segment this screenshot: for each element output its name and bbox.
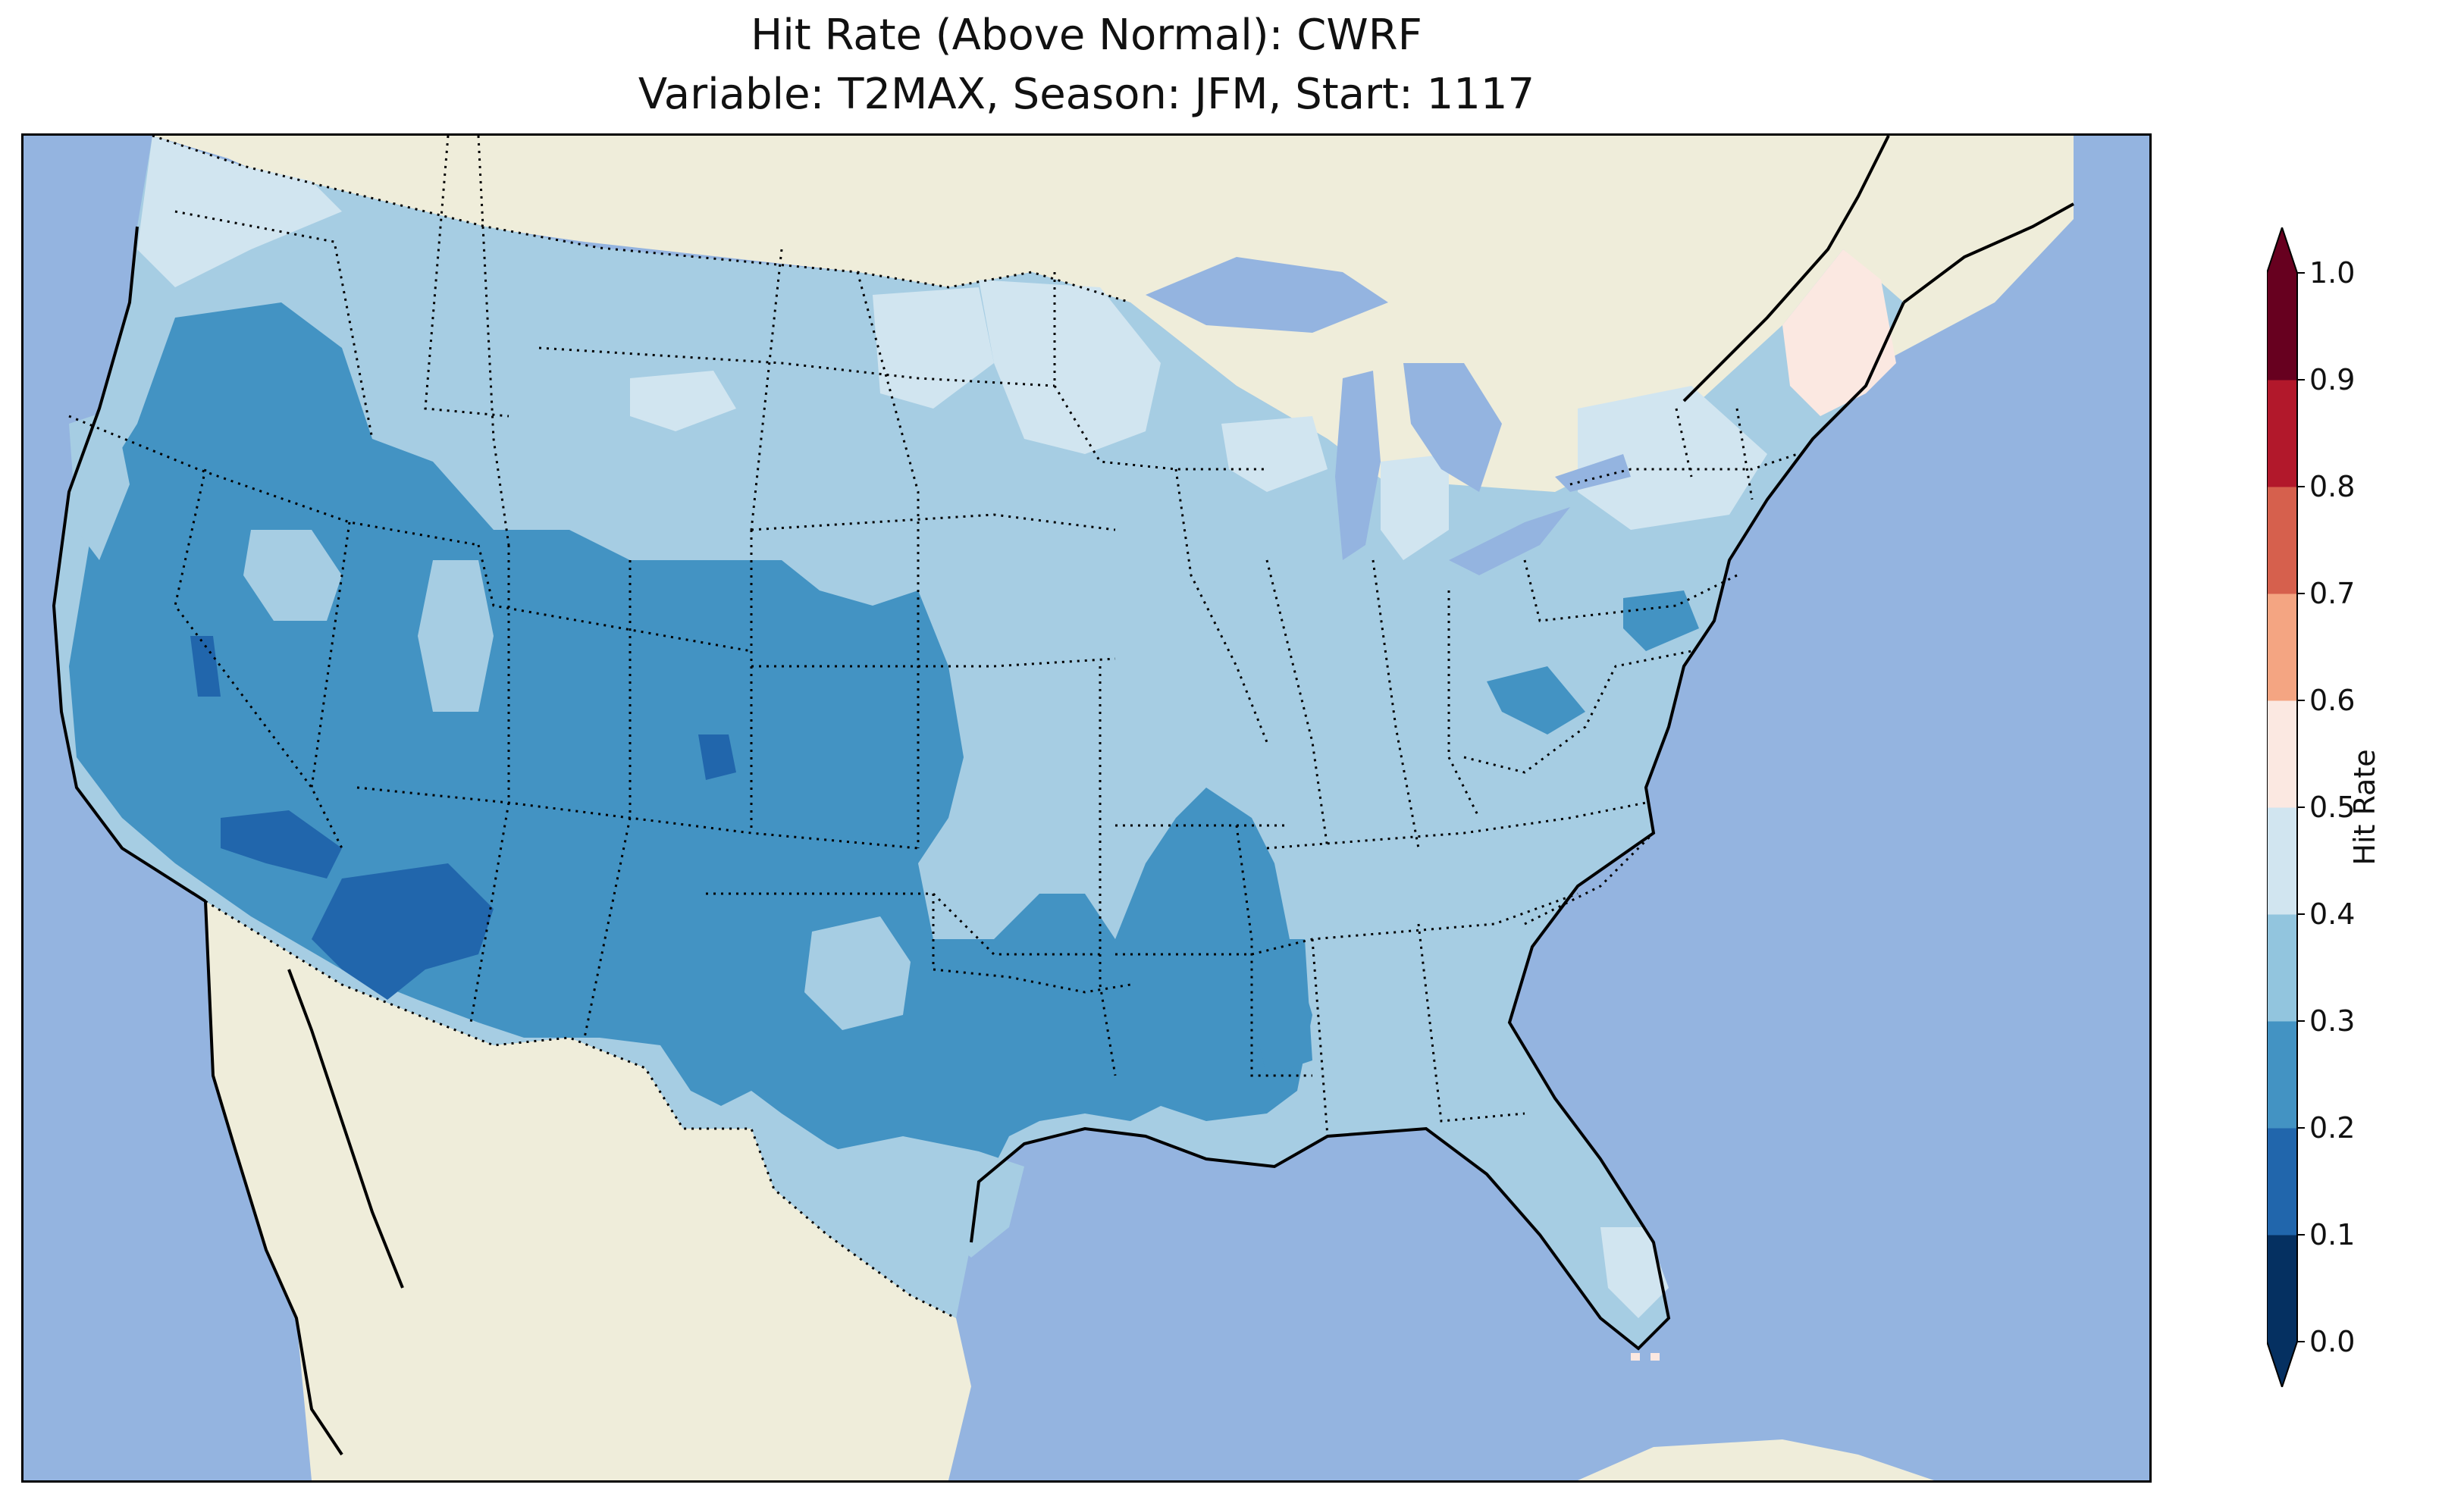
region-0.2-0.3-west bbox=[69, 302, 1312, 1242]
us-canada-border bbox=[152, 136, 1131, 304]
lake-superior bbox=[1146, 257, 1388, 333]
colorbar-extend-min bbox=[2267, 1342, 2297, 1387]
us-mexico-border bbox=[205, 900, 957, 1320]
region-0.4-0.5-nd bbox=[873, 287, 994, 409]
lake-ontario bbox=[1555, 454, 1631, 492]
region-0.4-0.5-ne bbox=[1578, 386, 1767, 530]
region-0.2-0.3-pa bbox=[1623, 590, 1699, 651]
lake-michigan bbox=[1335, 371, 1381, 560]
region-0.2-0.3-ms bbox=[1252, 939, 1312, 1076]
map-title-line2: Variable: T2MAX, Season: JFM, Start: 111… bbox=[638, 70, 1535, 119]
region-0.1-0.2-az bbox=[312, 863, 494, 1000]
colorbar-tick-label: 0.1 bbox=[2309, 1218, 2355, 1251]
region-0.5-0.6-maine bbox=[1782, 249, 1896, 416]
region-0.2-0.3-ky bbox=[1487, 666, 1585, 734]
colorbar-segment bbox=[2267, 1235, 2297, 1342]
colorbar-tick-label: 0.3 bbox=[2309, 1004, 2355, 1038]
conus-coastline bbox=[52, 226, 1905, 1351]
conus-land bbox=[54, 136, 1904, 1348]
region-0.3-0.4-nevada bbox=[243, 530, 342, 621]
colorbar-tick-label: 0.6 bbox=[2309, 684, 2355, 717]
keys-marker-1 bbox=[1631, 1353, 1640, 1361]
caribbean-land bbox=[1578, 1439, 1934, 1480]
map-panel bbox=[21, 133, 2152, 1483]
colorbar: 0.0 0.1 0.2 0.3 0.4 0.5 0.6 0.7 0.8 0.9 1.0 Hit Ra… bbox=[2267, 227, 2381, 1387]
colorbar-tick-label: 0.0 bbox=[2309, 1325, 2355, 1358]
colorbar-segment bbox=[2267, 273, 2297, 381]
colorbar-tick-label: 0.8 bbox=[2309, 470, 2355, 503]
lake-erie bbox=[1449, 507, 1570, 575]
region-0.4-0.5-fl bbox=[1600, 1227, 1669, 1318]
colorbar-segment bbox=[2267, 594, 2297, 701]
colorbar-segment bbox=[2267, 700, 2297, 808]
canada-land bbox=[152, 136, 2074, 621]
region-0.1-0.2-co bbox=[698, 734, 736, 780]
colorbar-tick-label: 0.9 bbox=[2309, 363, 2355, 396]
region-0.4-0.5-wa bbox=[137, 136, 342, 287]
colorbar-ticks: 0.0 0.1 0.2 0.3 0.4 0.5 0.6 0.7 0.8 0.9 1.0 bbox=[2297, 256, 2355, 1358]
colorbar-segment bbox=[2267, 914, 2297, 1022]
colorbar-tick-label: 1.0 bbox=[2309, 256, 2355, 290]
mexico-land bbox=[205, 901, 971, 1480]
lake-huron bbox=[1403, 363, 1502, 492]
map-title-line1: Hit Rate (Above Normal): CWRF bbox=[751, 11, 1422, 60]
region-0.4-0.5-sd bbox=[630, 371, 736, 431]
region-0.4-0.5-wi bbox=[1221, 416, 1328, 492]
colorbar-segment bbox=[2267, 807, 2297, 915]
region-0.1-0.2-ca bbox=[190, 636, 221, 697]
baja-coastline bbox=[204, 900, 404, 1456]
keys-marker-2 bbox=[1651, 1353, 1660, 1361]
region-0.3-0.4-utah bbox=[418, 560, 494, 712]
state-boundaries bbox=[68, 136, 1798, 1137]
colorbar-segment bbox=[2267, 1128, 2297, 1236]
colorbar-segment bbox=[2267, 380, 2297, 487]
colorbar-extend-max bbox=[2267, 227, 2297, 273]
region-0.1-0.2-socal bbox=[221, 810, 342, 879]
colorbar-label: Hit Rate bbox=[2348, 749, 2381, 865]
colorbar-tick-label: 0.7 bbox=[2309, 577, 2355, 610]
region-0.4-0.5-mn bbox=[979, 280, 1161, 454]
colorbar-tick-label: 0.5 bbox=[2309, 791, 2355, 824]
colorbar-segment bbox=[2267, 487, 2297, 594]
region-0.3-0.4-tx bbox=[827, 1136, 1024, 1258]
colorbar-segments bbox=[2267, 227, 2298, 1387]
canada-coastline bbox=[1682, 136, 2074, 402]
colorbar-tick-label: 0.2 bbox=[2309, 1111, 2355, 1145]
region-0.4-0.5-mi bbox=[1381, 454, 1449, 560]
colorbar-tick-label: 0.4 bbox=[2309, 897, 2355, 931]
colorbar-segment bbox=[2267, 1021, 2297, 1129]
region-0.3-0.4-nm bbox=[804, 916, 911, 1030]
